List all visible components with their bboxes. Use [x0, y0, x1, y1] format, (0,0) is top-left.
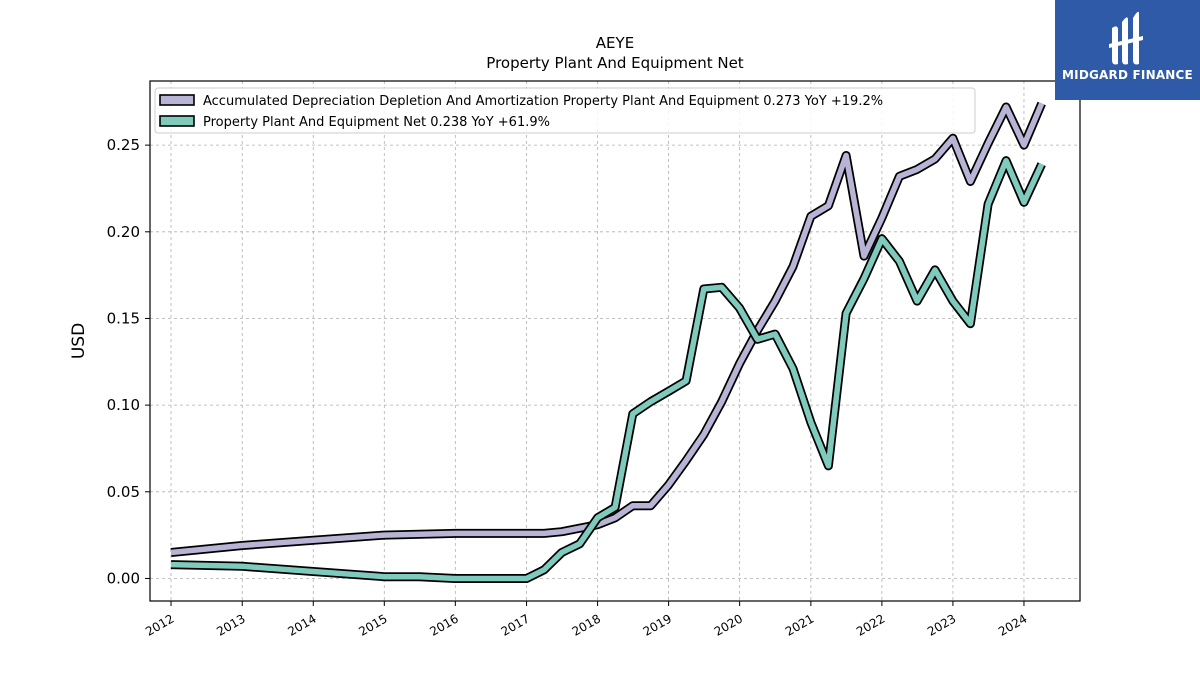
- midgard-logo-icon: [1109, 11, 1143, 65]
- x-tick-label: 2016: [427, 611, 460, 638]
- x-tick-label: 2023: [925, 611, 958, 638]
- x-tick-label: 2020: [712, 611, 745, 638]
- y-axis-label: USD: [69, 323, 89, 359]
- legend-label-2: Property Plant And Equipment Net 0.238 Y…: [203, 115, 550, 130]
- legend: Accumulated Depreciation Depletion And A…: [154, 87, 976, 134]
- legend-label-1: Accumulated Depreciation Depletion And A…: [203, 94, 883, 109]
- chart-title: AEYE: [596, 34, 634, 52]
- series-outline-2: [170, 156, 1046, 583]
- legend-swatch-2: [159, 115, 195, 127]
- y-tick-label: 0.00: [107, 569, 140, 587]
- plot-frame: [149, 80, 1081, 602]
- y-tick-label: 0.20: [107, 223, 140, 241]
- y-tick-label: 0.05: [107, 483, 140, 501]
- x-tick-label: 2013: [214, 611, 247, 638]
- chart-subtitle: Property Plant And Equipment Net: [486, 54, 743, 72]
- x-tick-label: 2019: [641, 611, 674, 638]
- brand-name: MIDGARD FINANCE: [1062, 68, 1193, 82]
- legend-swatch-1: [159, 94, 195, 106]
- series-line-1: [170, 102, 1045, 556]
- y-tick-label: 0.25: [107, 136, 140, 154]
- series-layer: [170, 101, 1046, 583]
- series-line-2: [170, 157, 1045, 582]
- x-tick-label: 2024: [996, 611, 1029, 638]
- y-tick-label: 0.15: [107, 309, 140, 327]
- x-tick-label: 2014: [285, 611, 318, 638]
- x-tick-label: 2012: [143, 611, 176, 638]
- legend-box: [154, 87, 976, 134]
- x-tick-label: 2021: [783, 611, 816, 638]
- x-tick-label: 2017: [499, 611, 532, 638]
- brand-logo: MIDGARD FINANCE: [1055, 0, 1200, 100]
- x-tick-label: 2018: [570, 611, 603, 638]
- x-tick-label: 2022: [854, 611, 887, 638]
- y-tick-label: 0.10: [107, 396, 140, 414]
- x-tick-label: 2015: [356, 611, 389, 638]
